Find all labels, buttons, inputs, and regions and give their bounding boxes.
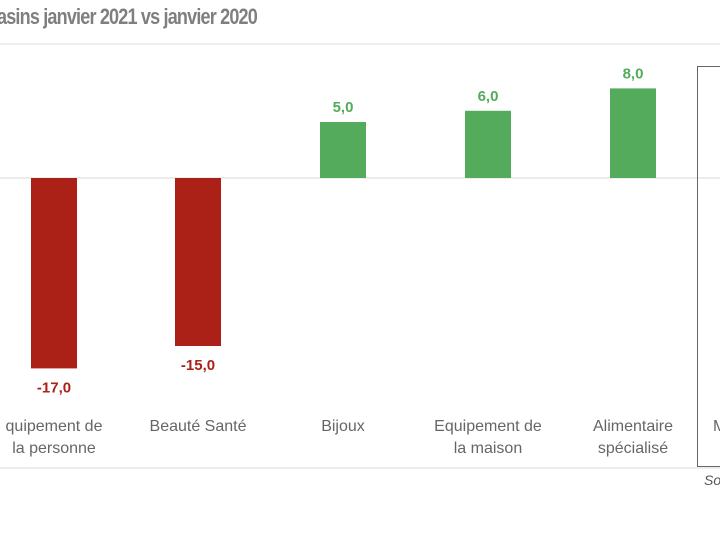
partial-category-label: M xyxy=(713,418,720,435)
category-label: Bijoux xyxy=(321,418,365,435)
category-label: Equipement de xyxy=(434,418,542,435)
data-label: 8,0 xyxy=(623,65,644,82)
data-label: -17,0 xyxy=(37,379,71,396)
bar xyxy=(175,178,221,346)
category-label: spécialisé xyxy=(598,440,668,457)
category-label: Alimentaire xyxy=(593,418,673,435)
bar xyxy=(610,88,656,178)
data-label: 5,0 xyxy=(333,99,354,116)
category-label: la maison xyxy=(454,440,522,457)
category-label: quipement de xyxy=(6,418,103,435)
category-label: Beauté Santé xyxy=(150,418,247,435)
bar xyxy=(31,178,77,369)
bar xyxy=(465,110,511,178)
data-label: -15,0 xyxy=(181,357,215,374)
bar xyxy=(320,122,366,178)
highlight-box xyxy=(697,66,720,467)
chart-title: asins janvier 2021 vs janvier 2020 xyxy=(0,4,258,29)
source-label: So xyxy=(704,472,720,488)
category-label: la personne xyxy=(12,440,96,457)
data-label: 6,0 xyxy=(478,88,499,105)
